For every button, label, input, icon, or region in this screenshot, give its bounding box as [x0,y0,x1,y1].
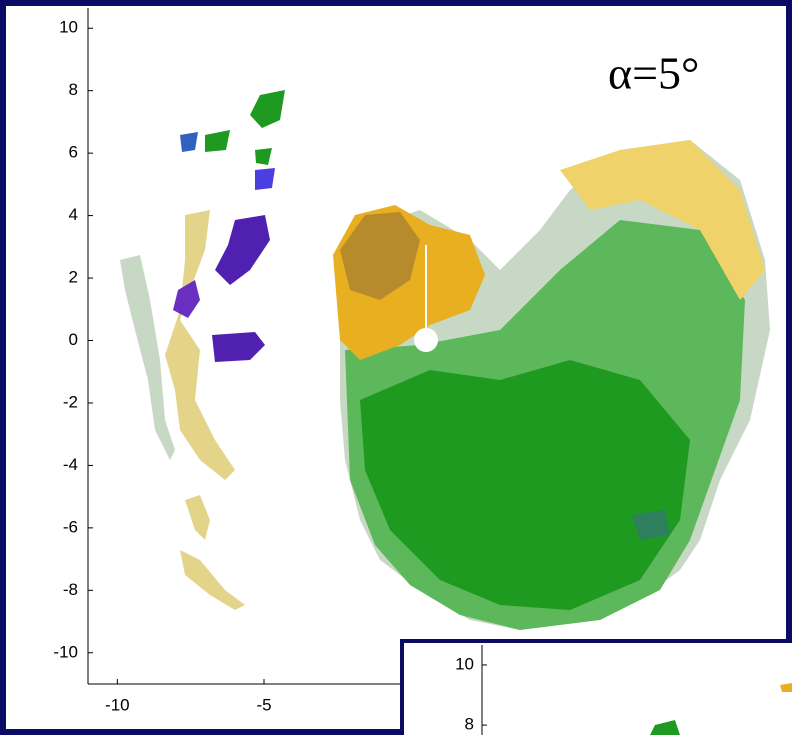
inset: 10 8 [400,639,792,740]
echo-green-dark [360,360,690,610]
echo-streak [180,495,245,610]
annotation: α=5° [608,48,699,99]
x-tick-label: -10 [105,695,130,714]
y-tick-label: -6 [63,517,78,536]
echo-purple [212,332,265,362]
inset-y-tick-label: 10 [455,654,474,673]
inset-y-tick-label: 8 [465,715,474,734]
echo-green-blob [205,90,285,165]
x-tick-label: -5 [256,695,271,714]
y-tick-label: 2 [69,268,78,287]
y-tick-label: 10 [59,18,78,37]
echo-blue [255,168,275,190]
radar-site [414,328,438,352]
y-tick-label: -8 [63,580,78,599]
echo-blue [180,132,198,152]
radar-echoes [120,90,770,630]
echo-yellow-edge [560,140,765,300]
y-tick-label: 0 [69,330,78,349]
y-tick-label: 4 [69,205,78,224]
y-tick-label: -4 [63,455,78,474]
y-tick-label: -10 [53,642,78,661]
inset-frame [400,639,792,740]
y-tick-label: -2 [63,392,78,411]
echo-streak [120,255,175,460]
main-ticks: 10 8 6 4 2 0 -2 -4 -6 -8 -10 -10 -5 [53,18,271,715]
inset-echo [650,720,680,735]
inset-echo [780,683,792,692]
echo-purple [215,215,270,285]
echo-streak [165,210,235,480]
y-tick-label: 8 [69,80,78,99]
echo-teal [632,510,670,540]
echo-purple [173,280,200,318]
inset-ticks: 10 8 [455,654,487,734]
echo-brown [340,212,420,300]
y-tick-label: 6 [69,143,78,162]
